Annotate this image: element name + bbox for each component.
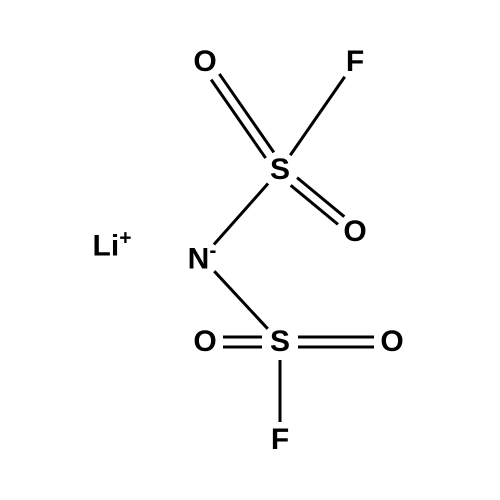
atom-f: F	[346, 45, 364, 79]
atom-s: S	[270, 153, 290, 187]
atom-o: O	[193, 325, 216, 359]
atom-f: F	[271, 423, 289, 457]
double-bond	[219, 74, 273, 152]
atom-s: S	[270, 325, 290, 359]
double-bond	[211, 80, 265, 158]
chemical-structure-diagram	[0, 0, 500, 500]
single-bond	[214, 271, 268, 329]
single-bond	[290, 77, 344, 155]
atom-o: O	[193, 45, 216, 79]
atom-o: O	[380, 325, 403, 359]
atom-o: O	[343, 215, 366, 249]
single-bond	[214, 183, 268, 244]
atom-n: N-	[188, 240, 217, 277]
lithium-ion: Li+	[93, 227, 132, 264]
